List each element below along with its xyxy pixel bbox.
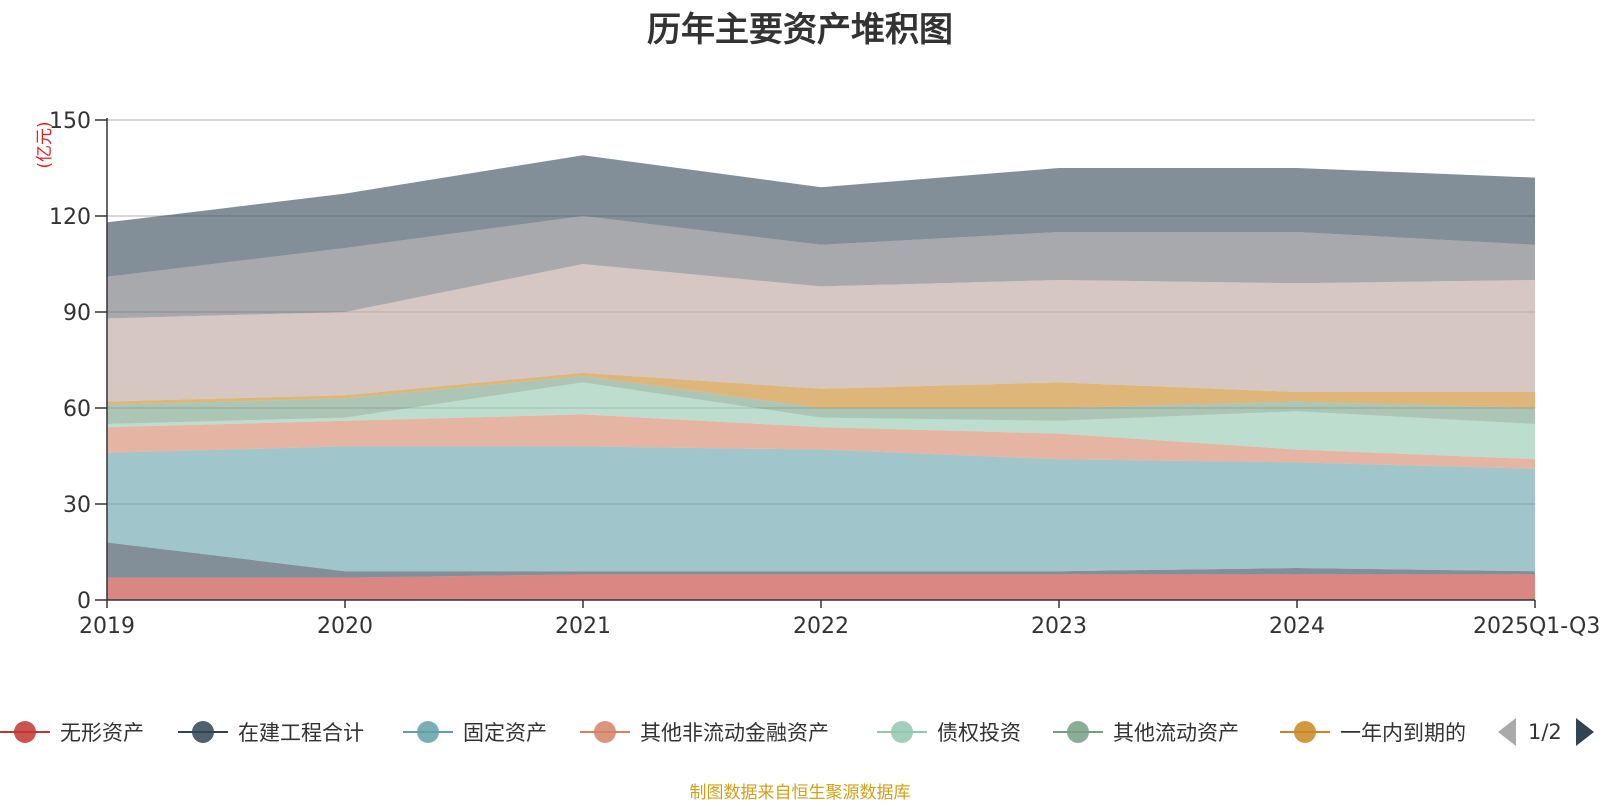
area-series-2 xyxy=(107,542,1535,578)
x-tick-label-4: 2023 xyxy=(1031,614,1087,639)
area-series-8 xyxy=(107,264,1535,402)
legend-marker-dot xyxy=(891,721,913,743)
chart-title: 历年主要资产堆积图 xyxy=(647,10,953,50)
x-tick-label-2: 2021 xyxy=(555,614,611,639)
area-series-1 xyxy=(107,574,1535,600)
legend-prev-page-icon[interactable] xyxy=(1498,718,1516,746)
legend-marker-icon xyxy=(0,715,50,749)
legend-item-3[interactable]: 固定资产 xyxy=(403,715,547,749)
y-tick-label-60: 60 xyxy=(63,397,91,422)
y-tick-label-0: 0 xyxy=(77,589,91,614)
legend-label: 其他非流动金融资产 xyxy=(640,721,829,745)
legend-label: 一年内到期的 xyxy=(1340,721,1466,745)
x-tick-label-6: 2025Q1-Q3 xyxy=(1473,614,1600,639)
legend-item-6[interactable]: 其他流动资产 xyxy=(1053,715,1239,749)
stacked-area-chart: 0 30 60 90 120 150 2019 2020 2021 2022 2023 2024 202… xyxy=(35,109,1600,639)
y-tick-label-90: 90 xyxy=(63,301,91,326)
legend-marker-icon xyxy=(403,715,453,749)
legend-item-4[interactable]: 其他非流动金融资产 xyxy=(580,715,829,749)
legend-item-7[interactable]: 一年内到期的 xyxy=(1280,715,1466,749)
legend-page-indicator: 1/2 xyxy=(1528,720,1562,744)
legend-marker-dot xyxy=(14,721,36,743)
legend-marker-dot xyxy=(1067,721,1089,743)
x-tick-label-0: 2019 xyxy=(79,614,135,639)
legend-label: 债权投资 xyxy=(937,721,1021,745)
legend-label: 其他流动资产 xyxy=(1113,721,1239,745)
x-tick-label-1: 2020 xyxy=(317,614,373,639)
legend-marker-icon xyxy=(1280,715,1330,749)
x-tick-label-5: 2024 xyxy=(1269,614,1325,639)
legend-item-2[interactable]: 在建工程合计 xyxy=(178,715,364,749)
legend-marker-dot xyxy=(1294,721,1316,743)
legend: 无形资产 在建工程合计 固定资产 其他非流动金融资产 债权投资 其他流动资产 一年内到期的 xyxy=(0,715,1600,755)
legend-item-5[interactable]: 债权投资 xyxy=(877,715,1021,749)
legend-item-1[interactable]: 无形资产 xyxy=(0,715,144,749)
y-tick-label-30: 30 xyxy=(63,493,91,518)
area-series-6 xyxy=(107,376,1535,424)
legend-marker-dot xyxy=(192,721,214,743)
legend-marker-icon xyxy=(580,715,630,749)
area-series-3 xyxy=(107,446,1535,572)
legend-pager: 1/2 xyxy=(1498,715,1594,749)
y-tick-label-120: 120 xyxy=(49,205,91,230)
legend-next-page-icon[interactable] xyxy=(1575,718,1594,746)
x-tick-label-3: 2022 xyxy=(793,614,849,639)
legend-label: 无形资产 xyxy=(60,721,144,745)
legend-marker-icon xyxy=(877,715,927,749)
data-source-note: 制图数据来自恒生聚源数据库 xyxy=(689,783,911,803)
area-series-5 xyxy=(107,382,1535,460)
legend-marker-icon xyxy=(1053,715,1103,749)
legend-marker-dot xyxy=(594,721,616,743)
y-axis-unit-label: (亿元) xyxy=(35,121,55,168)
legend-marker-dot xyxy=(417,721,439,743)
area-series-9 xyxy=(107,216,1535,319)
area-series-7 xyxy=(107,372,1535,408)
area-series-4 xyxy=(107,414,1535,469)
area-series-10 xyxy=(107,155,1535,277)
legend-label: 在建工程合计 xyxy=(238,721,364,745)
y-tick-label-150: 150 xyxy=(49,109,91,134)
legend-marker-icon xyxy=(178,715,228,749)
legend-label: 固定资产 xyxy=(463,721,547,745)
